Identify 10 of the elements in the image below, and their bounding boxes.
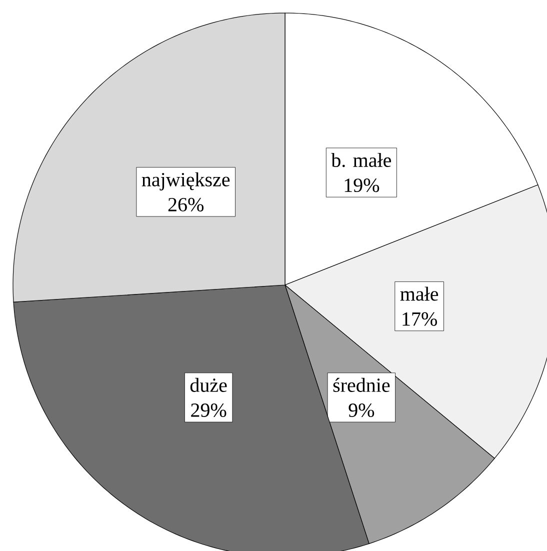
data-label: 26% bbox=[168, 198, 204, 212]
slice-label: b. małe bbox=[331, 152, 392, 168]
data-label: 17% bbox=[402, 312, 437, 326]
data-label: 9% bbox=[348, 403, 374, 418]
data-label: 19% bbox=[344, 178, 380, 192]
slice-label: średnie bbox=[333, 378, 390, 392]
data-label: 29% bbox=[191, 403, 226, 418]
slice-label: duże bbox=[190, 378, 227, 392]
slice-label: małe bbox=[400, 286, 438, 301]
slice-label: największe bbox=[142, 172, 230, 190]
